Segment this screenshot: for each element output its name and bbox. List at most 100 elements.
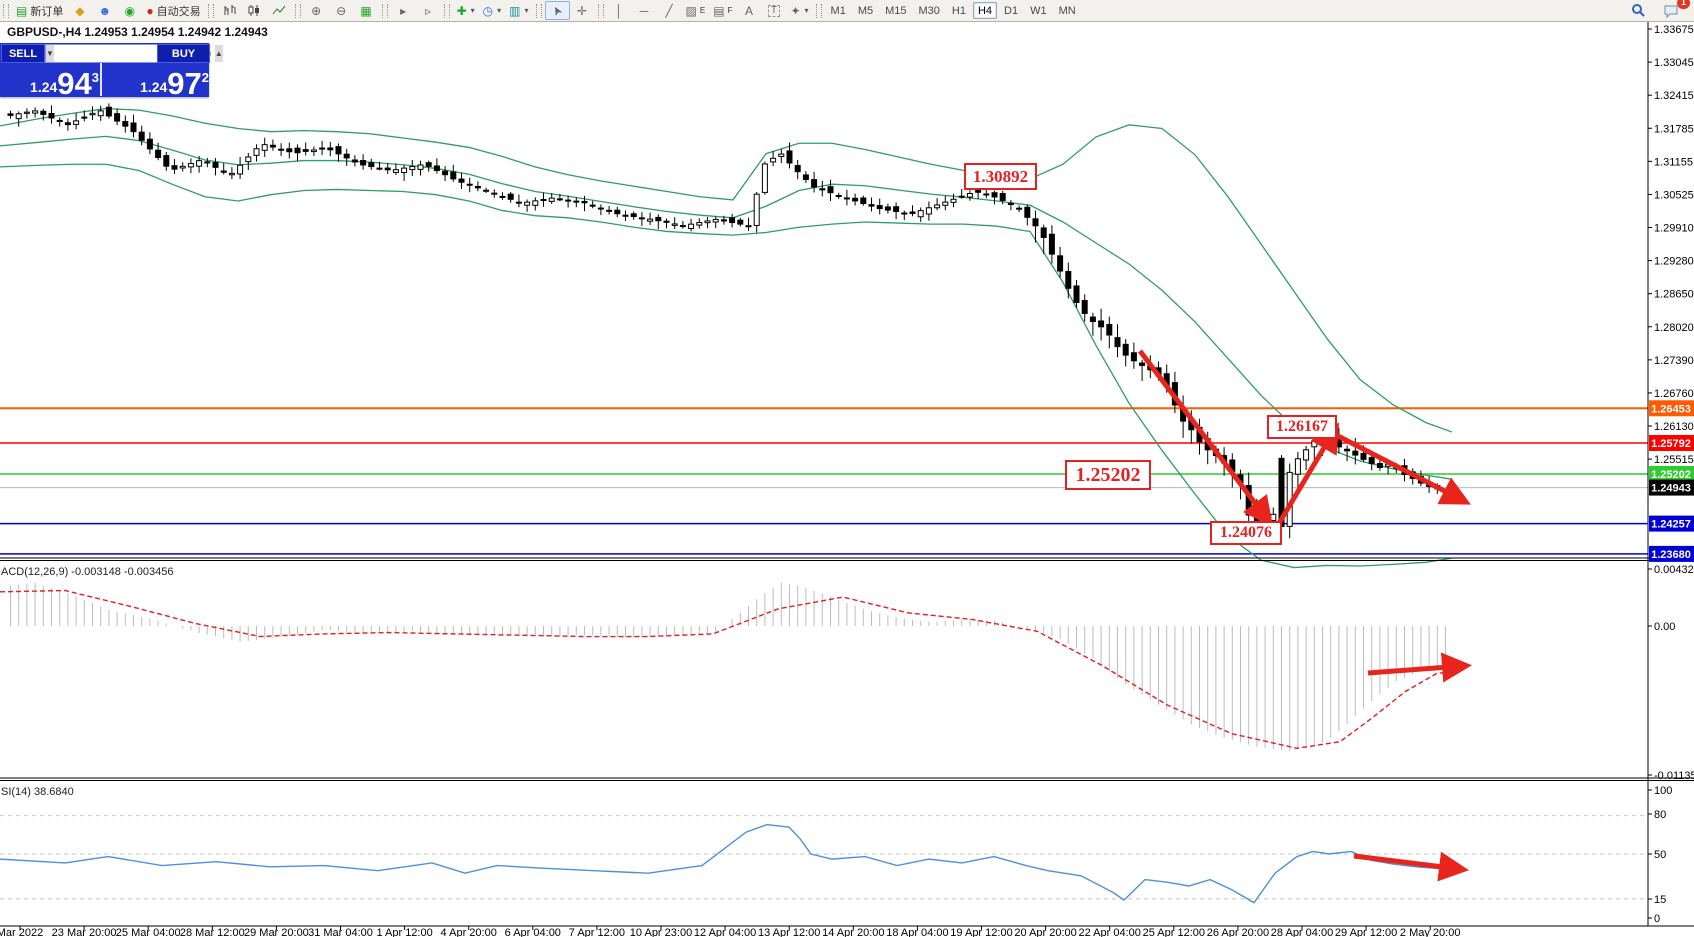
timeframe-H4[interactable]: H4: [972, 2, 998, 19]
svg-text:29 Mar 20:00: 29 Mar 20:00: [244, 927, 309, 937]
zoom-in-button[interactable]: ⊕: [304, 1, 329, 20]
auto-scroll-icon: ▸: [400, 3, 407, 18]
signals-button[interactable]: ◉: [117, 1, 142, 20]
shapes-icon: ✦: [790, 3, 801, 18]
horizontal-line-button[interactable]: ─: [632, 1, 657, 20]
timeframe-M15[interactable]: M15: [885, 4, 907, 17]
svg-text:26 Apr 20:00: 26 Apr 20:00: [1207, 927, 1269, 937]
zoom-out-button[interactable]: ⊖: [329, 1, 354, 20]
candlestick-button[interactable]: [242, 1, 267, 20]
svg-text:14 Apr 20:00: 14 Apr 20:00: [822, 927, 884, 937]
cursor-button[interactable]: ➤: [544, 1, 570, 20]
line-chart-icon: [272, 5, 286, 15]
periods-button[interactable]: ◷ ▾: [479, 1, 506, 20]
toolbar-grip: [815, 3, 822, 18]
zoom-in-icon: ⊕: [311, 3, 322, 18]
crosshair-button[interactable]: ✛: [570, 1, 595, 20]
indicators-icon: ✚: [456, 3, 467, 18]
timeframe-M5[interactable]: M5: [857, 4, 874, 17]
sell-price-pip: 3: [91, 70, 99, 85]
timeframe-bar: M1 M5 M15 M30 H1 H4 D1 W1 MN: [825, 2, 1082, 19]
svg-text:1.27390: 1.27390: [1654, 355, 1694, 367]
price-callout[interactable]: 1.30892: [964, 163, 1037, 190]
price-axis: 1.33675 1.33045 1.32415 1.31785 1.31155 1.305…: [1648, 24, 1694, 925]
timeframe-H1[interactable]: H1: [951, 4, 966, 17]
time-axis[interactable]: Mar 2022 23 Mar 20:00 25 Mar 04:00 28 Mar 1…: [0, 926, 1460, 937]
macd-signal-line: [0, 589, 1453, 749]
toolbar-grip: [381, 3, 388, 18]
timeframe-MN[interactable]: MN: [1058, 4, 1076, 17]
svg-text:0: 0: [1654, 913, 1660, 925]
indicators-button[interactable]: ✚ ▾: [453, 1, 479, 20]
red-arrow: [1353, 851, 1469, 882]
label-icon: T: [767, 4, 780, 17]
autotrading-button[interactable]: ● 自动交易: [142, 1, 204, 20]
text-label-button[interactable]: T: [761, 1, 786, 20]
new-order-button[interactable]: ▤ 新订单: [12, 1, 67, 20]
search-button[interactable]: [1626, 1, 1651, 20]
tile-windows-icon: ▦: [360, 3, 372, 18]
red-arrow: [1138, 349, 1274, 527]
profile-icon: ☻: [98, 3, 112, 18]
volume-decrease-button[interactable]: ▼: [46, 45, 54, 62]
chat-icon: [1664, 5, 1677, 18]
vertical-line-button[interactable]: │: [607, 1, 632, 20]
horizontal-line-icon: ─: [639, 3, 649, 18]
buy-button[interactable]: BUY: [157, 44, 210, 63]
buy-price-main: 97: [167, 65, 202, 101]
sell-button[interactable]: SELL: [1, 44, 45, 63]
svg-text:1.28650: 1.28650: [1654, 289, 1694, 301]
svg-text:1.31785: 1.31785: [1654, 123, 1694, 135]
svg-text:2 May 20:00: 2 May 20:00: [1400, 927, 1461, 937]
trend-arrows[interactable]: [1138, 349, 1472, 882]
template-icon: ▥: [509, 3, 521, 18]
svg-text:23 Mar 20:00: 23 Mar 20:00: [52, 927, 117, 937]
horizontal-level-lines[interactable]: [0, 407, 1648, 555]
tile-windows-button[interactable]: ▦: [354, 1, 379, 20]
auto-scroll-button[interactable]: ▸: [391, 1, 416, 20]
search-icon: [1632, 4, 1645, 17]
volume-increase-button[interactable]: ▲: [214, 45, 223, 62]
chevron-down-icon: ▾: [804, 6, 809, 15]
timeframe-W1[interactable]: W1: [1030, 4, 1047, 17]
price-callout[interactable]: 1.26167: [1267, 415, 1337, 439]
chevron-down-icon: ▾: [470, 6, 475, 15]
text-tool-button[interactable]: A: [736, 1, 761, 20]
buy-price-prefix: 1.24: [140, 79, 168, 95]
svg-text:29 Apr 12:00: 29 Apr 12:00: [1335, 927, 1397, 937]
notification-badge: 1: [1676, 0, 1690, 9]
timeframe-D1[interactable]: D1: [1004, 4, 1019, 17]
toolbar-right: 1: [1626, 0, 1690, 20]
sell-price-prefix: 1.24: [30, 79, 58, 95]
shapes-button[interactable]: ✦ ▾: [786, 1, 812, 20]
svg-text:1.32415: 1.32415: [1654, 90, 1694, 102]
sell-price-main: 94: [57, 65, 92, 101]
main-toolbar: ▤ 新订单 ◆ ☻ ◉ ● 自动交易 ⊕ ⊖ ▦ ▸ ▹ ✚ ▾ ◷ ▾ ▥ ▾ ➤ …: [0, 0, 1694, 22]
chart-shift-button[interactable]: ▹: [416, 1, 441, 20]
channel-button[interactable]: ▨ E: [685, 3, 706, 18]
autotrading-icon: ●: [146, 3, 154, 18]
templates-button[interactable]: ▥ ▾: [505, 1, 532, 20]
line-chart-button[interactable]: [267, 1, 292, 20]
price-callout[interactable]: 1.25202: [1065, 460, 1151, 490]
svg-text:25 Mar 04:00: 25 Mar 04:00: [116, 927, 181, 937]
svg-text:20 Apr 20:00: 20 Apr 20:00: [1014, 927, 1076, 937]
clock-icon: ◷: [482, 3, 494, 18]
rsi-pane: [0, 815, 1648, 904]
toolbar-grip: [443, 3, 450, 18]
svg-text:25 Apr 12:00: 25 Apr 12:00: [1143, 927, 1205, 937]
fibonacci-button[interactable]: ▤ F: [713, 3, 733, 18]
zoom-out-icon: ⊖: [336, 3, 347, 18]
svg-text:1.25515: 1.25515: [1654, 454, 1694, 466]
profile-button[interactable]: ☻: [92, 1, 117, 20]
timeframe-M30[interactable]: M30: [918, 4, 940, 17]
svg-text:1.26453: 1.26453: [1651, 403, 1691, 415]
chart-shift-icon: ▹: [425, 3, 432, 18]
bar-chart-button[interactable]: [217, 1, 242, 20]
timeframe-M1[interactable]: M1: [830, 4, 846, 17]
price-callout[interactable]: 1.24076: [1210, 521, 1282, 545]
market-button[interactable]: ◆: [67, 1, 92, 20]
trendline-button[interactable]: ╱: [657, 1, 682, 20]
chat-button[interactable]: 1: [1659, 0, 1690, 20]
